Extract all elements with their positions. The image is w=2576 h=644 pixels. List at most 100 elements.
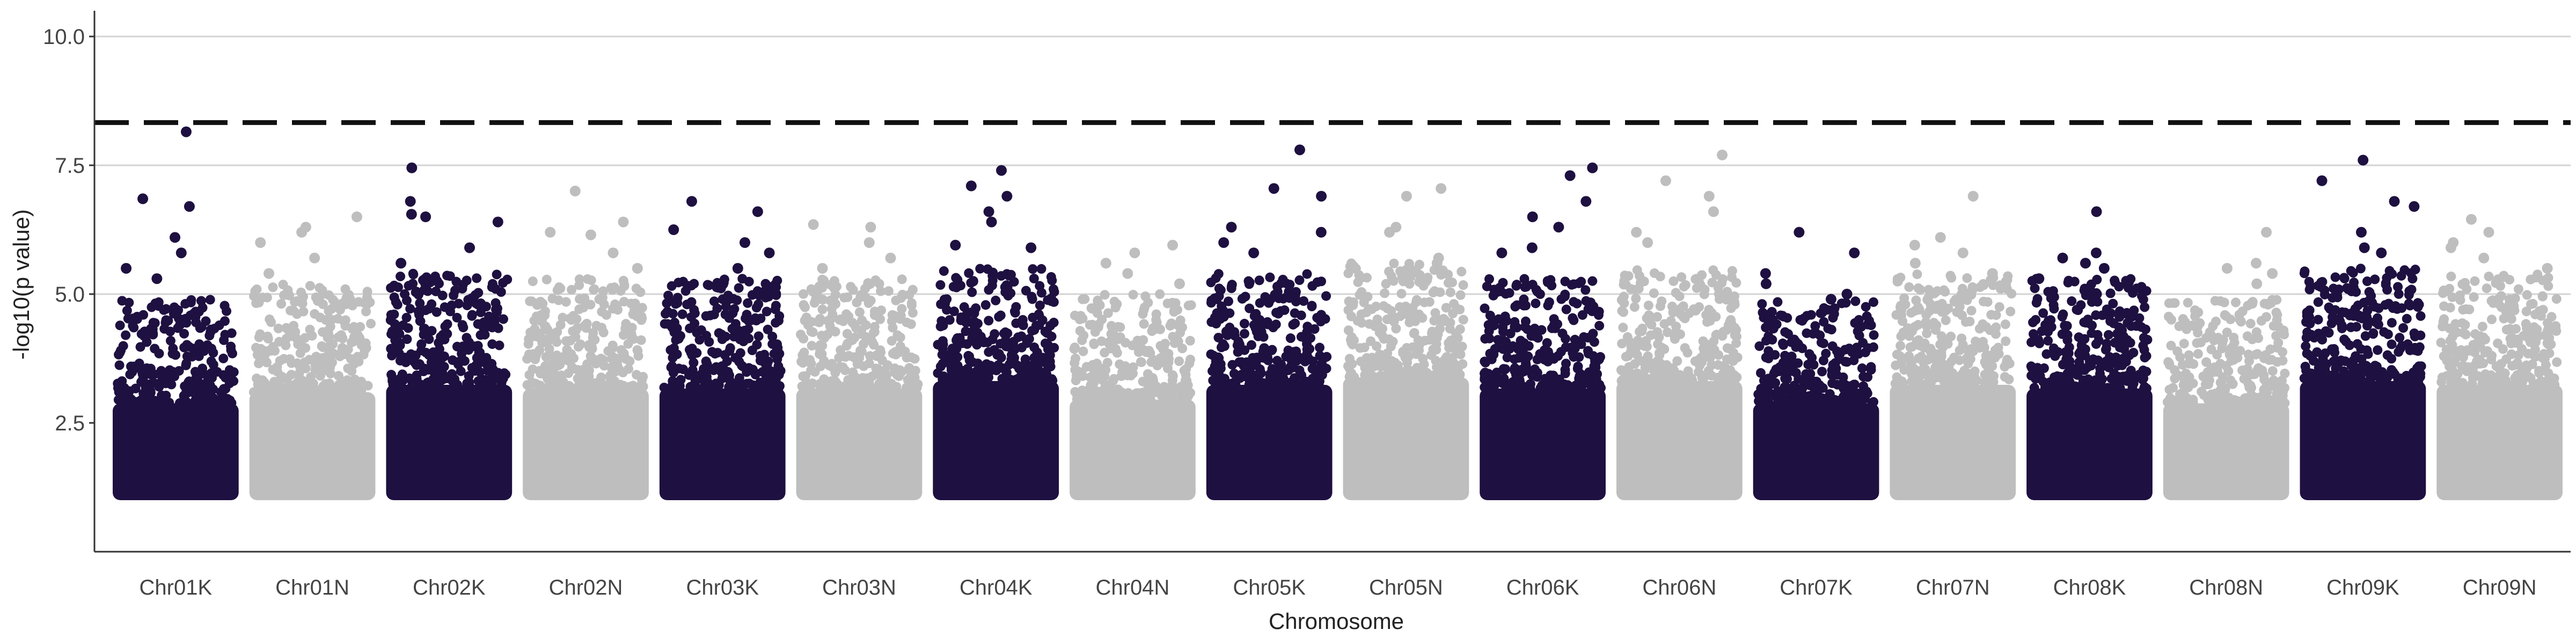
data-point (1904, 282, 1914, 292)
data-point (2472, 342, 2482, 352)
data-point (2368, 328, 2379, 338)
x-tick-label: Chr09K (2326, 576, 2399, 599)
dense-points (659, 388, 786, 500)
data-point (1254, 275, 1264, 286)
data-point (464, 377, 474, 387)
data-point (386, 283, 396, 293)
x-tick-label: Chr02K (413, 576, 486, 599)
data-point (956, 315, 966, 325)
data-point (942, 305, 952, 315)
data-point (948, 282, 958, 292)
data-point (2416, 361, 2426, 371)
peak-point (1268, 183, 1279, 194)
data-point (2396, 270, 2406, 281)
data-point (451, 276, 462, 287)
data-point (1304, 379, 1314, 389)
data-point (1584, 367, 1594, 377)
data-point (115, 320, 125, 331)
data-point (2327, 344, 2337, 354)
data-point (1826, 325, 1836, 335)
data-point (463, 295, 473, 305)
data-point (2272, 295, 2282, 305)
peak-point (2033, 273, 2045, 284)
data-point (1156, 357, 1166, 368)
data-point (1891, 360, 1901, 370)
data-point (1362, 273, 1372, 283)
data-point (355, 321, 365, 332)
peak-point (817, 263, 828, 274)
data-point (2341, 370, 2352, 380)
data-point (1010, 308, 1020, 318)
data-point (296, 335, 306, 346)
peak-point (1587, 162, 1598, 173)
data-point (2366, 291, 2376, 301)
data-point (814, 281, 824, 291)
data-point (174, 398, 185, 408)
data-point (1021, 286, 1031, 296)
data-point (2000, 362, 2010, 372)
data-point (2193, 349, 2203, 359)
data-point (1376, 325, 1386, 335)
data-point (1314, 379, 1324, 389)
data-point (1932, 360, 1942, 370)
data-point (2533, 331, 2543, 341)
data-point (1574, 352, 1584, 362)
data-point (623, 339, 633, 349)
data-point (1213, 269, 1224, 279)
data-point (599, 361, 609, 371)
series-Chr09N (2436, 214, 2563, 500)
data-point (427, 379, 437, 389)
data-point (1965, 371, 1975, 381)
data-point (2249, 398, 2259, 408)
data-point (432, 348, 442, 358)
data-point (960, 369, 970, 379)
data-point (2093, 355, 2103, 365)
data-point (2402, 313, 2412, 324)
data-point (1501, 364, 1511, 374)
data-point (2362, 345, 2372, 355)
data-point (1365, 368, 1375, 378)
data-point (798, 358, 808, 368)
data-point (566, 315, 576, 325)
x-tick-label: Chr03N (822, 576, 896, 599)
x-tick-label: Chr04N (1095, 576, 1169, 599)
data-point (2383, 298, 2394, 309)
data-point (1028, 360, 1038, 370)
data-point (1024, 334, 1034, 344)
data-point (1171, 333, 1181, 343)
data-point (326, 304, 336, 314)
data-point (2512, 370, 2522, 380)
data-point (968, 276, 978, 287)
data-point (1139, 319, 1149, 329)
data-point (2063, 382, 2073, 392)
data-point (2170, 374, 2180, 384)
data-point (707, 347, 717, 357)
data-point (1722, 343, 1732, 353)
data-point (567, 284, 577, 295)
data-point (2007, 289, 2017, 299)
data-point (968, 373, 978, 383)
dense-points (249, 392, 376, 500)
data-point (2121, 278, 2131, 288)
data-point (753, 299, 764, 309)
data-point (799, 289, 809, 299)
data-point (292, 309, 302, 319)
data-point (1077, 367, 1087, 377)
data-point (1949, 297, 1959, 307)
data-point (2091, 310, 2101, 320)
data-point (1589, 301, 1599, 311)
data-point (616, 383, 626, 393)
peak-point (1001, 191, 1013, 202)
data-point (889, 311, 899, 321)
data-point (619, 297, 629, 307)
data-point (472, 353, 482, 363)
peak-point (1909, 258, 1921, 269)
data-point (363, 380, 373, 391)
data-point (1690, 356, 1700, 367)
data-point (187, 352, 197, 362)
data-point (962, 339, 972, 349)
peak-point (1708, 206, 1719, 217)
data-point (689, 357, 699, 368)
data-point (281, 289, 291, 299)
